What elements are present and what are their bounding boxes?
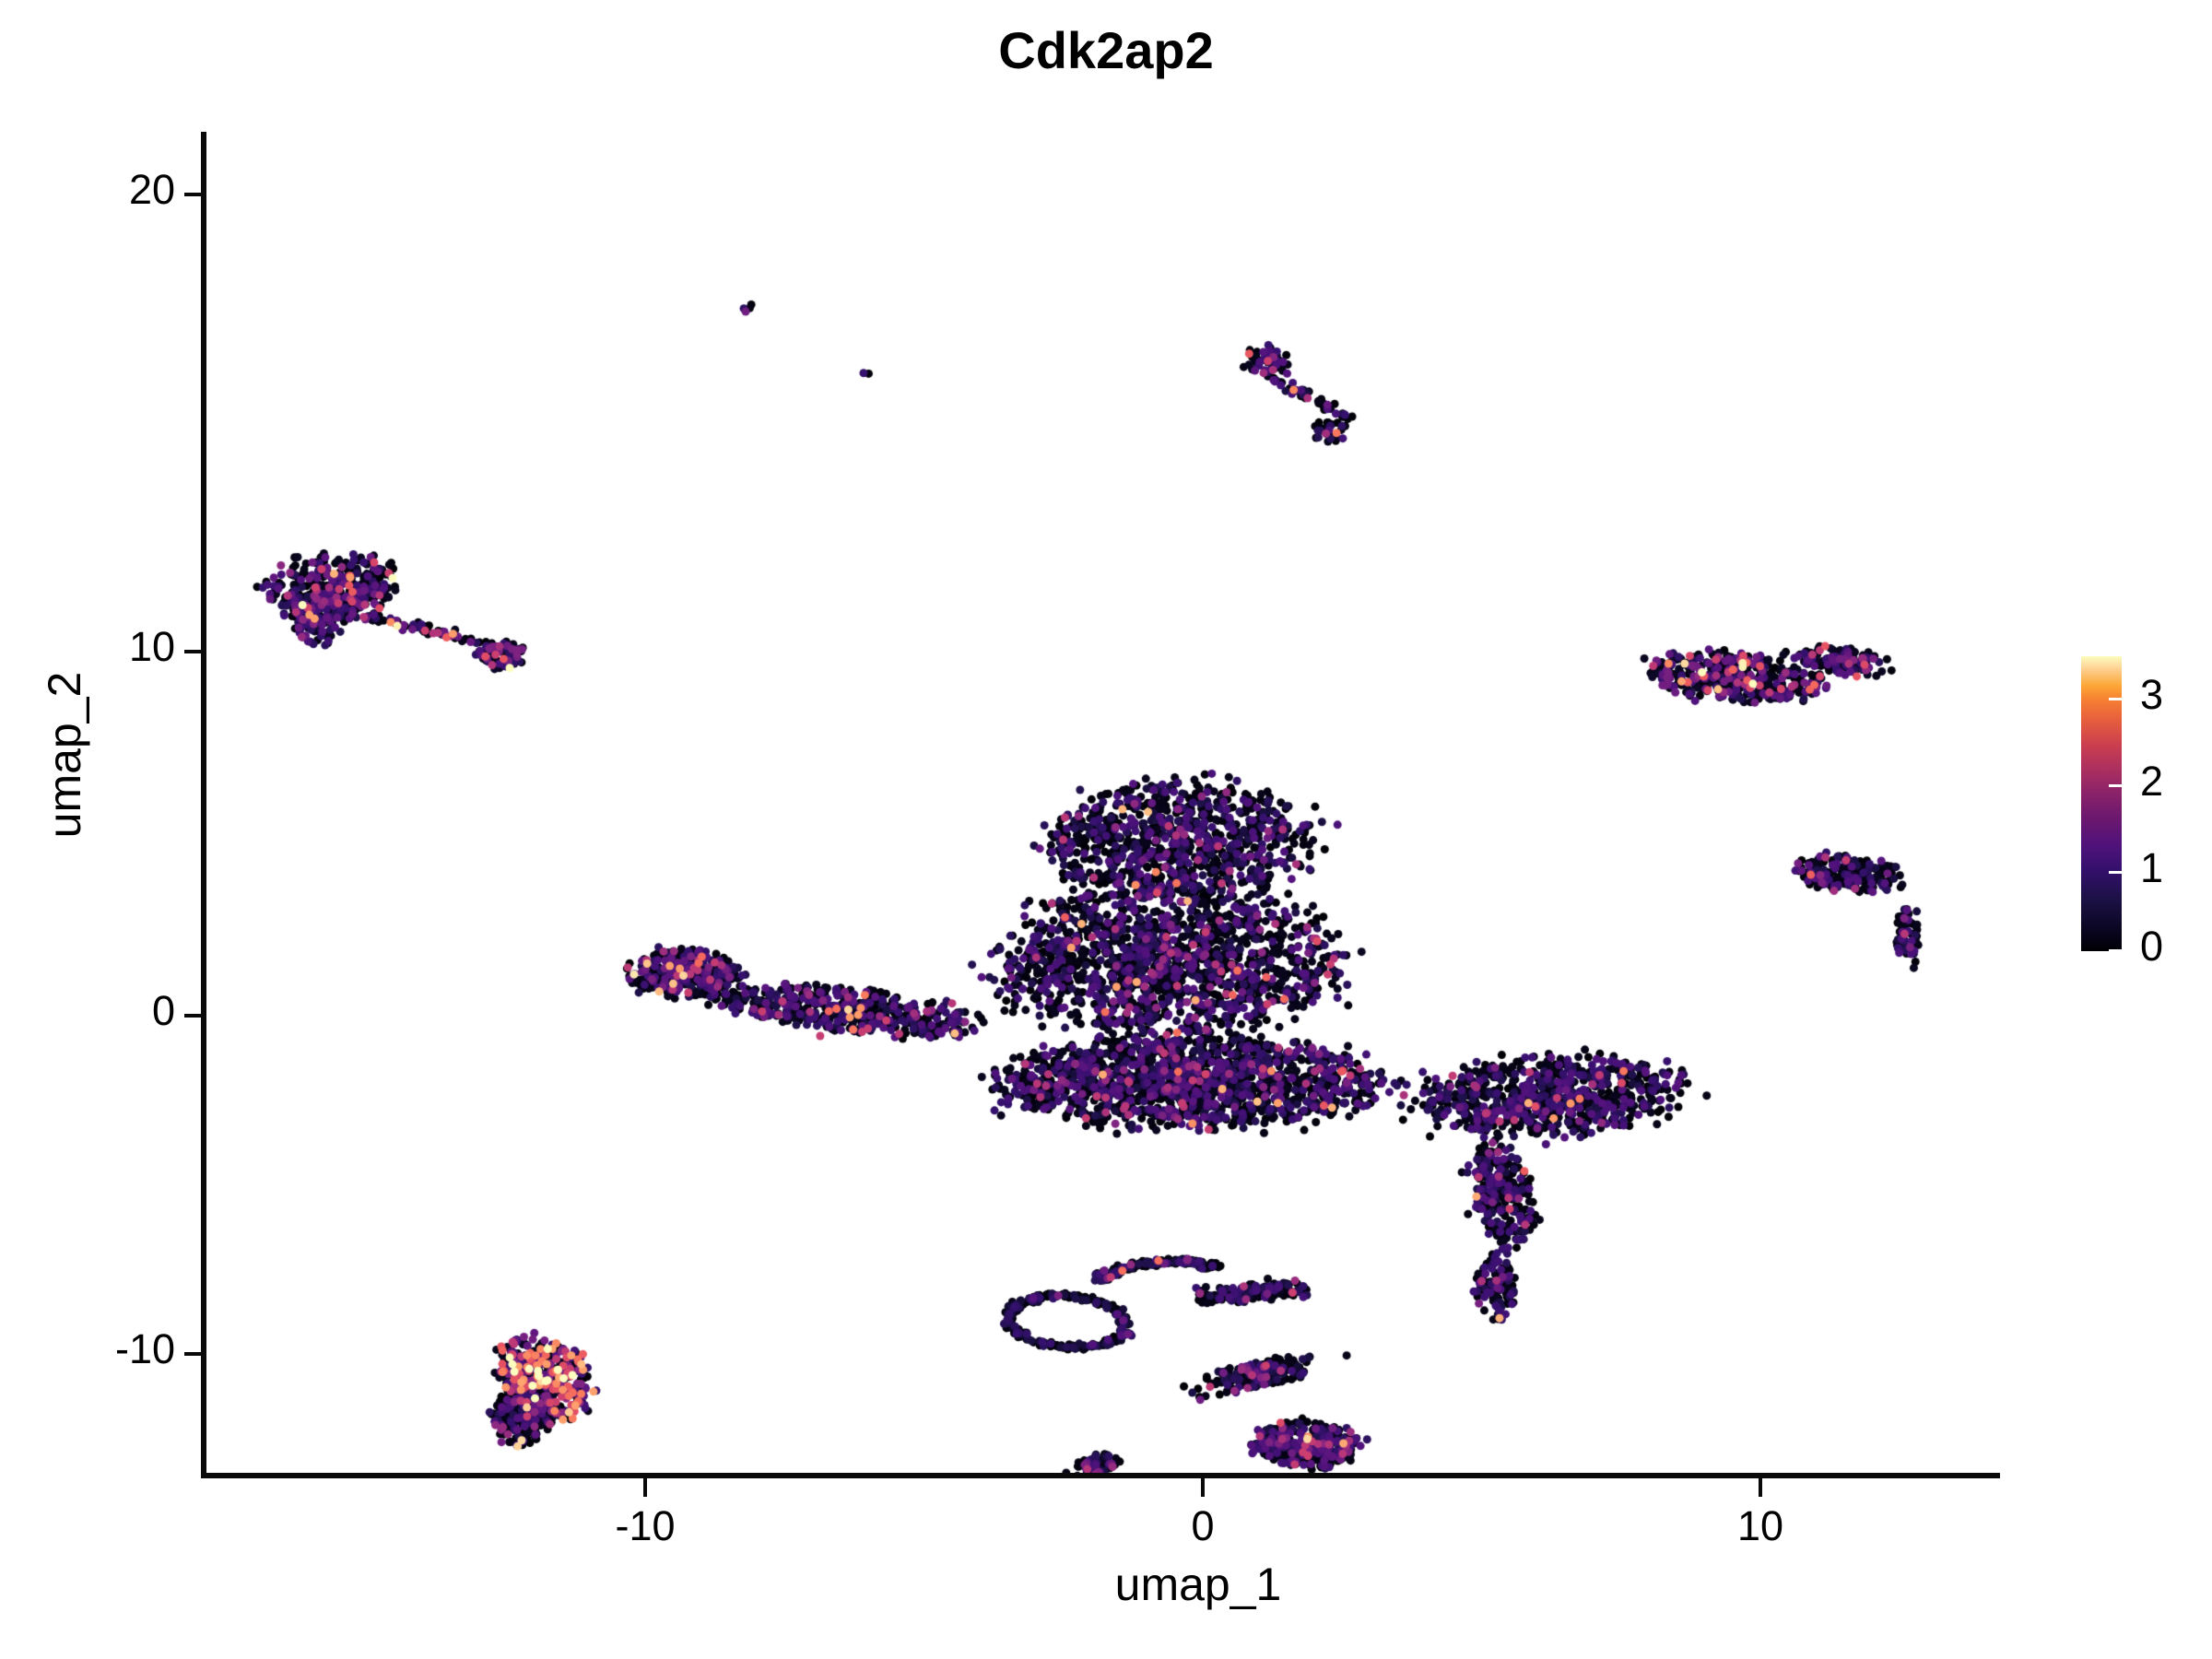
colorbar-tick-0: [2109, 949, 2124, 952]
y-axis-line: [201, 132, 206, 1478]
x-tick-mark--10: [643, 1478, 647, 1497]
colorbar-gradient: [2081, 656, 2122, 951]
y-axis-title: umap_2: [39, 671, 90, 839]
y-tick-mark-20: [184, 193, 203, 196]
scatter-canvas: [204, 132, 2000, 1476]
y-tick-label-20: 20: [128, 166, 175, 213]
colorbar-tick-1: [2109, 871, 2124, 874]
x-tick-label--10: -10: [615, 1502, 676, 1549]
x-tick-mark-0: [1201, 1478, 1205, 1497]
y-tick-label-10: 10: [128, 623, 175, 670]
x-axis-title: umap_1: [1114, 1559, 1282, 1610]
colorbar-label-3: 3: [2140, 671, 2164, 718]
colorbar-tick-2: [2109, 784, 2124, 787]
y-tick-label--10: -10: [114, 1325, 175, 1372]
scatter-points-layer: [204, 132, 2000, 1476]
page-title: Cdk2ap2: [998, 21, 1214, 79]
y-tick-label-0: 0: [151, 987, 175, 1034]
colorbar-legend: 3 2 1 0: [2074, 645, 2212, 970]
y-tick-mark-10: [184, 650, 203, 653]
x-tick-label-0: 0: [1191, 1502, 1215, 1549]
y-tick-mark--10: [184, 1352, 203, 1356]
x-axis-line: [201, 1473, 2000, 1478]
x-tick-label-10: 10: [1736, 1502, 1784, 1549]
x-tick-mark-10: [1759, 1478, 1762, 1497]
colorbar-tick-3: [2109, 698, 2124, 700]
plot-panel: [204, 132, 2000, 1476]
colorbar-label-0: 0: [2140, 923, 2164, 970]
colorbar-label-2: 2: [2140, 758, 2164, 805]
y-tick-mark-0: [184, 1014, 203, 1018]
colorbar-label-1: 1: [2140, 844, 2164, 891]
